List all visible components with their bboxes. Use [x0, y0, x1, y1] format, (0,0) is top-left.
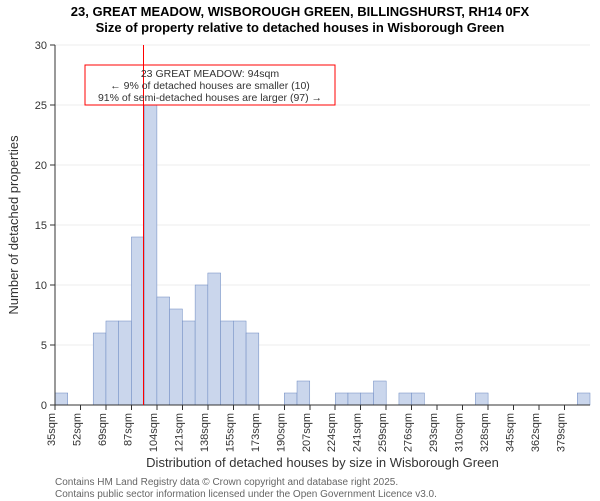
histogram-bar	[361, 393, 374, 405]
chart-title-line2: Size of property relative to detached ho…	[0, 20, 600, 36]
x-tick-label: 379sqm	[556, 413, 568, 452]
x-tick-label: 362sqm	[530, 413, 542, 452]
histogram-bar	[412, 393, 425, 405]
histogram-bar	[131, 237, 144, 405]
y-tick-label: 25	[35, 100, 47, 112]
histogram-bar	[233, 321, 246, 405]
x-tick-label: 328sqm	[479, 413, 491, 452]
x-tick-label: 104sqm	[148, 413, 160, 452]
footer-line1: Contains HM Land Registry data © Crown c…	[55, 477, 398, 488]
footer-line2: Contains public sector information licen…	[55, 489, 437, 500]
histogram-chart: 0 5 10 15 20 25 30 35sqm 52sqm 69sqm 87sqm 104sqm 12…	[0, 35, 600, 501]
y-axis-label: Number of detached properties	[6, 135, 21, 315]
y-tick-label: 30	[35, 40, 47, 52]
histogram-bar	[297, 381, 310, 405]
annotation-line1: 23 GREAT MEADOW: 94sqm	[141, 68, 280, 80]
x-tick-label: 52sqm	[71, 413, 83, 446]
histogram-bar	[284, 393, 297, 405]
x-tick-label: 310sqm	[454, 413, 466, 452]
x-tick-label: 138sqm	[199, 413, 211, 452]
x-tick-label: 259sqm	[377, 413, 389, 452]
y-tick-label: 0	[41, 400, 47, 412]
x-tick-label: 87sqm	[122, 413, 134, 446]
x-tick-label: 345sqm	[505, 413, 517, 452]
x-tick-label: 155sqm	[224, 413, 236, 452]
histogram-bar	[157, 297, 170, 405]
histogram-bar	[119, 321, 132, 405]
histogram-bar	[577, 393, 590, 405]
x-tick-label: 276sqm	[403, 413, 415, 452]
histogram-bar	[144, 105, 157, 405]
annotation-line3: 91% of semi-detached houses are larger (…	[98, 92, 322, 104]
histogram-bar	[475, 393, 488, 405]
x-tick-label: 241sqm	[352, 413, 364, 452]
chart-container: 23, GREAT MEADOW, WISBOROUGH GREEN, BILL…	[0, 0, 600, 500]
histogram-bar	[195, 285, 208, 405]
chart-title-line1: 23, GREAT MEADOW, WISBOROUGH GREEN, BILL…	[0, 0, 600, 20]
histogram-bar	[373, 381, 386, 405]
histogram-bar	[246, 333, 259, 405]
histogram-bar	[208, 273, 221, 405]
histogram-bar	[182, 321, 195, 405]
x-tick-label: 224sqm	[326, 413, 338, 452]
histogram-bar	[335, 393, 348, 405]
x-tick-label: 69sqm	[97, 413, 109, 446]
x-tick-label: 293sqm	[428, 413, 440, 452]
x-axis-label: Distribution of detached houses by size …	[146, 455, 499, 470]
histogram-bar	[170, 309, 183, 405]
histogram-bar	[399, 393, 412, 405]
x-tick-label: 121sqm	[173, 413, 185, 452]
histogram-bar	[93, 333, 106, 405]
y-tick-label: 5	[41, 340, 47, 352]
histogram-bar	[348, 393, 361, 405]
histogram-bar	[55, 393, 68, 405]
histogram-bar	[106, 321, 119, 405]
y-tick-label: 10	[35, 280, 47, 292]
x-tick-label: 207sqm	[301, 413, 313, 452]
histogram-bar	[221, 321, 234, 405]
x-tick-label: 173sqm	[250, 413, 262, 452]
x-tick-label: 35sqm	[46, 413, 58, 446]
annotation-line2: ← 9% of detached houses are smaller (10)	[110, 80, 310, 92]
x-tick-label: 190sqm	[275, 413, 287, 452]
y-tick-label: 20	[35, 160, 47, 172]
y-tick-label: 15	[35, 220, 47, 232]
